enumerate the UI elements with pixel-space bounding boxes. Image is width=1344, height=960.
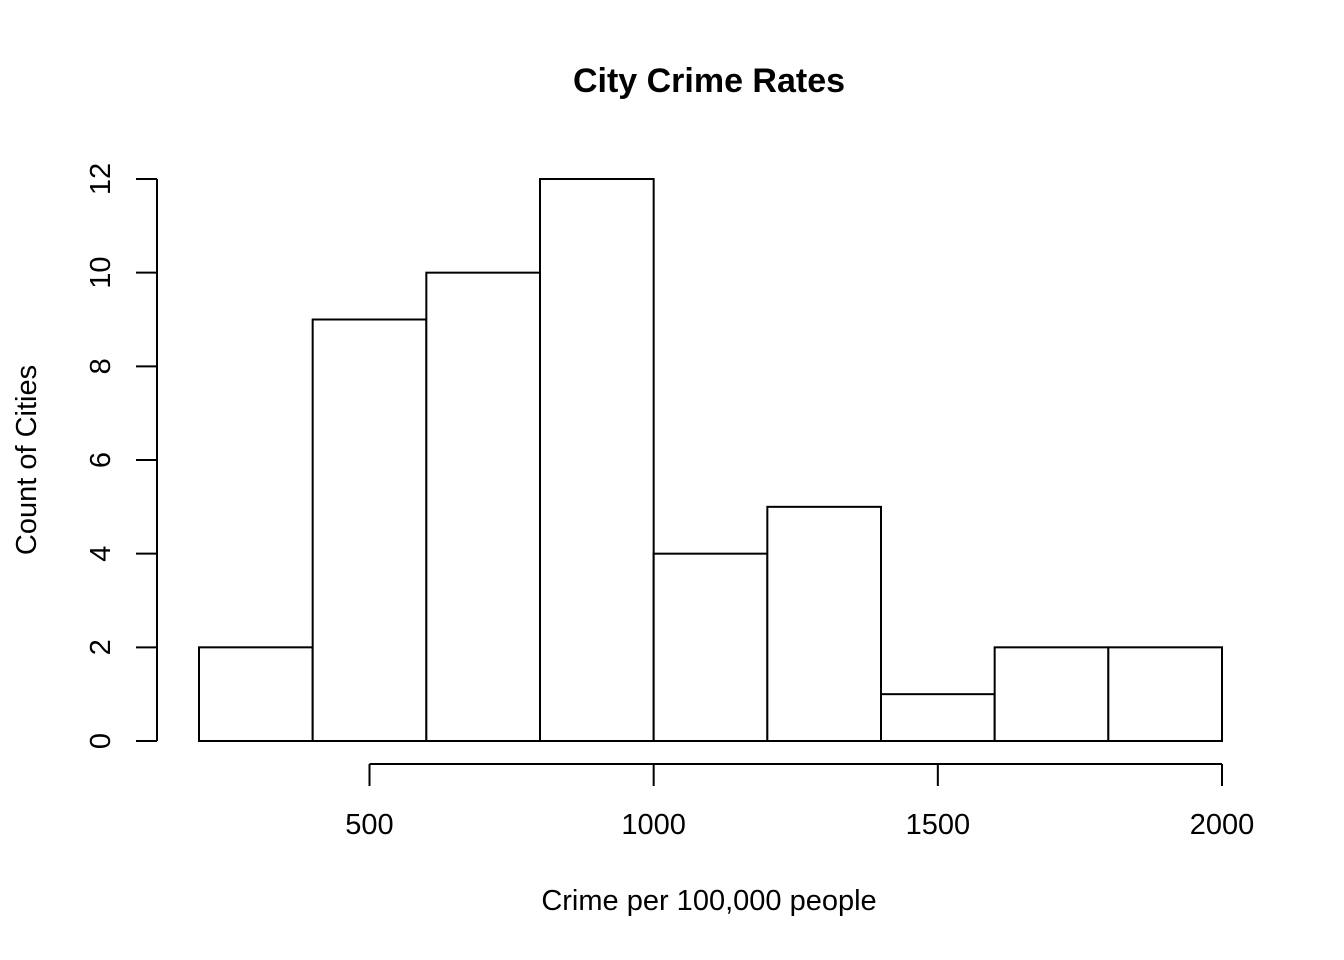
- bars-group: [198, 178, 1224, 743]
- y-tick-label-6: 12: [85, 163, 117, 195]
- y-axis-label: Count of Cities: [11, 365, 43, 555]
- histogram-bar-0: [198, 646, 314, 742]
- x-tick-label-1: 1000: [621, 809, 686, 841]
- x-tick-label-2: 1500: [906, 809, 971, 841]
- y-tick-label-4: 8: [85, 358, 117, 374]
- y-tick-label-1: 2: [85, 639, 117, 655]
- x-tick-label-0: 500: [345, 809, 393, 841]
- histogram-bar-4: [652, 552, 769, 743]
- x-axis: 500 1000 1500 2000: [345, 763, 1255, 841]
- histogram-bar-2: [425, 271, 542, 742]
- y-axis: 0 2 4 6 8 10 12: [85, 163, 158, 749]
- histogram-bar-5: [766, 505, 882, 743]
- x-axis-label: Crime per 100,000 people: [541, 885, 876, 917]
- y-tick-label-5: 10: [85, 257, 117, 289]
- x-tick-label-3: 2000: [1190, 809, 1255, 841]
- histogram-bar-3: [539, 178, 655, 742]
- y-tick-label-3: 6: [85, 452, 117, 468]
- y-tick-label-0: 0: [85, 733, 117, 749]
- histogram-bar-8: [1107, 646, 1224, 742]
- histogram-bar-6: [880, 693, 996, 743]
- histogram-bar-7: [993, 646, 1110, 742]
- chart-title: City Crime Rates: [573, 62, 845, 100]
- y-tick-label-2: 4: [85, 546, 117, 562]
- histogram-bar-1: [311, 318, 428, 742]
